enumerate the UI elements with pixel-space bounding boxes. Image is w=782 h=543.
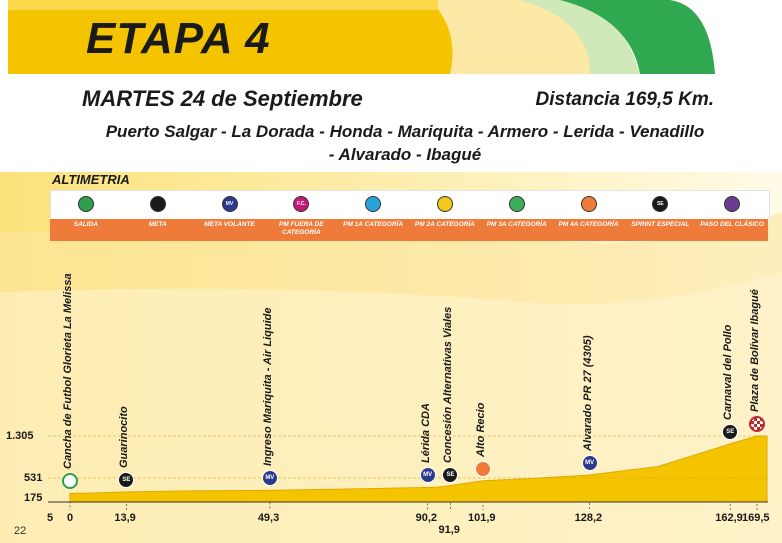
- legend-mv-icon: MV: [221, 196, 238, 212]
- altimetry-label: ALTIMETRIA: [52, 172, 130, 187]
- km-label: 91,9: [438, 524, 460, 536]
- page-number: 22: [14, 525, 27, 537]
- legend-label: PASO DEL CLÁSICO: [700, 221, 764, 228]
- stage-distance: Distancia 169,5 Km.: [535, 89, 714, 110]
- route-description: Puerto Salgar - La Dorada - Honda - Mari…: [60, 120, 750, 166]
- stage-title: ETAPA 4: [86, 14, 271, 63]
- km-label: 13,9: [114, 512, 136, 524]
- km-label: 90,2: [415, 512, 437, 524]
- place-label: Ingreso Mariquita - Air Liquide: [261, 307, 274, 467]
- route-line-1: Puerto Salgar - La Dorada - Honda - Mari…: [105, 122, 705, 141]
- header-banner: ETAPA 4: [0, 0, 782, 74]
- legend-label: PM 2A CATEGORÍA: [414, 221, 475, 228]
- elevation-label-1305: 1.305: [6, 430, 34, 442]
- legend-label: PM 1A CATEGORÍA: [343, 221, 404, 228]
- place-label: Alvarado PR 27 (4305): [581, 335, 594, 452]
- place-label: Carnaval del Pollo: [722, 324, 735, 420]
- legend-icon-strip: [50, 190, 770, 220]
- legend-finish-checkered-icon: [149, 196, 166, 212]
- elevation-area: [69, 435, 768, 503]
- legend-label: META VOLANTE: [204, 221, 255, 228]
- legend-fc-icon: F.C.: [293, 196, 310, 212]
- km-label: 128,2: [574, 512, 603, 524]
- legend-label: SALIDA: [73, 221, 98, 228]
- place-label: Guarinocito: [118, 406, 131, 468]
- legend-se-icon: SE: [652, 196, 669, 212]
- km-label: 0: [67, 512, 74, 524]
- marker-se-icon: SE: [118, 471, 135, 488]
- legend-mountain-4-icon: [580, 196, 597, 212]
- place-label: Concesión Alternativas Viales: [442, 306, 455, 463]
- place-label: Alto Recio: [475, 402, 487, 457]
- km-label: 162,9: [715, 512, 743, 524]
- route-line-2: - Alvarado - Ibagué: [328, 145, 482, 164]
- legend-mountain-1-icon: [365, 196, 382, 212]
- marker-mv-icon: MV: [419, 467, 436, 484]
- km-label: 169,5: [742, 512, 770, 524]
- marker-pm4-icon: [475, 460, 491, 477]
- banner-graphic: [0, 0, 782, 74]
- legend-label: PM 4A CATEGORÍA: [558, 221, 619, 228]
- legend-circle-icon: [724, 196, 741, 212]
- legend-mountain-3-icon: [508, 196, 525, 212]
- legend-mountain-2-icon: [436, 196, 453, 212]
- legend-label-bar: [50, 219, 768, 241]
- elevation-label-531: 531: [24, 472, 43, 484]
- legend-label: PM FUERA DE CATEGORÍA: [279, 221, 324, 236]
- marker-se-icon: SE: [722, 423, 739, 440]
- legend-label: META: [148, 221, 167, 228]
- stage-date: MARTES 24 de Septiembre: [82, 86, 363, 111]
- km-label: 5: [47, 512, 54, 524]
- legend-label: PM 3A CATEGORÍA: [486, 221, 547, 228]
- place-label: Plaza de Bolívar Ibagué: [749, 289, 761, 412]
- marker-se-icon: SE: [442, 466, 459, 483]
- legend-label: SPRINT ESPECIAL: [631, 221, 690, 228]
- km-label: 101,9: [468, 512, 496, 524]
- marker-mv-icon: MV: [261, 470, 278, 487]
- marker-start-icon: [62, 473, 78, 490]
- place-label: Cancha de Futbol Glorieta La Melissa: [62, 273, 74, 470]
- elevation-label-175: 175: [24, 492, 43, 504]
- km-label: 49,3: [257, 512, 280, 524]
- marker-mv-icon: MV: [581, 455, 598, 472]
- place-label: Lérida CDA: [419, 403, 432, 464]
- marker-finish-icon: [749, 416, 765, 432]
- legend-start-play-icon: [77, 196, 94, 212]
